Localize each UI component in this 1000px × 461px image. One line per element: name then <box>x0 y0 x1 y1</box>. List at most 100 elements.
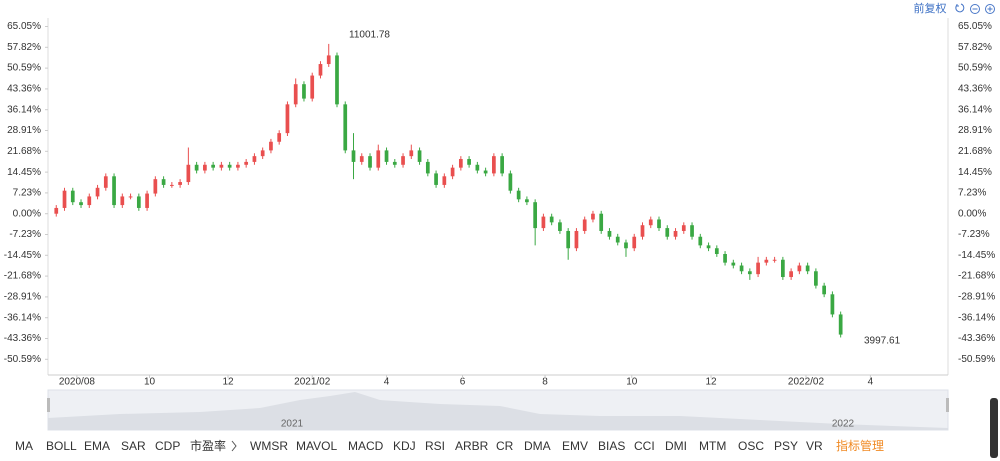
candle-body <box>318 64 323 76</box>
zoom-in-icon[interactable] <box>985 4 995 14</box>
y2-tick-label: -50.59% <box>958 354 995 365</box>
x-tick-label: 4 <box>868 377 874 388</box>
candle-body <box>186 164 191 183</box>
candle-body <box>434 173 438 185</box>
y-tick-label: -21.68% <box>4 271 41 282</box>
candle-body <box>549 216 554 223</box>
navigator-label: 2021 <box>281 419 304 430</box>
candle-body <box>409 150 414 157</box>
candle-body <box>277 133 282 142</box>
indicator-tab[interactable]: RSI <box>425 439 445 453</box>
indicator-tab[interactable]: OSC <box>738 439 764 453</box>
candle-body <box>723 254 727 263</box>
candle-body <box>260 150 265 157</box>
y2-tick-label: -21.68% <box>958 271 995 282</box>
indicator-tab[interactable]: EMV <box>562 439 588 453</box>
x-tick-label: 12 <box>705 377 717 388</box>
candle-body <box>351 150 356 162</box>
y-tick-label: -28.91% <box>4 292 41 303</box>
x-tick-label: 2020/08 <box>59 377 96 388</box>
candle-body <box>103 176 108 188</box>
candle-body <box>343 104 348 151</box>
y-tick-label: 36.14% <box>7 104 41 115</box>
x-tick-label: 2021/02 <box>294 377 331 388</box>
y-tick-label: -36.14% <box>4 312 41 323</box>
indicator-tab[interactable]: PSY <box>774 439 798 453</box>
candle-body <box>657 219 661 229</box>
candle-body <box>648 219 653 226</box>
indicator-tab[interactable]: MACD <box>348 439 384 453</box>
candle-body <box>161 179 166 185</box>
candle-body <box>615 236 620 243</box>
y-tick-label: -7.23% <box>9 229 41 240</box>
candle-body <box>112 176 116 206</box>
navigator[interactable]: 2021 2022 <box>47 389 949 431</box>
candle-body <box>681 225 686 231</box>
indicator-tab[interactable]: 市盈率 <box>190 438 226 453</box>
candle-body <box>714 248 719 254</box>
indicator-tab[interactable]: WMSR <box>250 439 288 453</box>
indicator-tab[interactable]: MA <box>15 439 33 453</box>
candle-body <box>764 259 769 263</box>
candle-body <box>401 156 405 165</box>
candle-body <box>442 176 447 185</box>
candle-body <box>789 271 793 278</box>
x-tick-label: 6 <box>460 377 466 388</box>
x-tick-label: 10 <box>144 377 156 388</box>
candle-body <box>582 219 587 231</box>
candle-body <box>500 156 504 174</box>
indicator-tab[interactable]: MTM <box>699 439 726 453</box>
candle-body <box>359 156 364 162</box>
indicator-tab[interactable]: BOLL <box>46 439 77 453</box>
candle-body <box>136 196 141 208</box>
candle-body <box>516 190 521 200</box>
reset-icon[interactable] <box>955 3 965 13</box>
candle-body <box>203 164 207 171</box>
navigator-handle[interactable] <box>946 398 949 412</box>
indicator-tab[interactable]: DMA <box>524 439 551 453</box>
candle-body <box>492 156 496 174</box>
indicator-tab[interactable]: CR <box>496 439 514 453</box>
indicator-tab[interactable]: BIAS <box>598 439 625 453</box>
adjust-button[interactable]: 前复权 <box>914 1 947 15</box>
y-tick-label: -14.45% <box>4 250 41 261</box>
y-tick-label: 50.59% <box>7 63 41 74</box>
y2-tick-label: -28.91% <box>958 292 995 303</box>
candle-body <box>698 236 703 246</box>
candle-body <box>211 164 215 168</box>
indicator-tab[interactable]: DMI <box>665 439 687 453</box>
toolbar-icons <box>955 3 995 14</box>
candle-body <box>525 199 529 203</box>
candle-body <box>62 190 67 208</box>
y-tick-label: 7.23% <box>13 188 41 199</box>
indicator-manage[interactable]: 指标管理 <box>836 438 884 453</box>
more-indicators-arrow[interactable] <box>231 440 237 452</box>
indicator-tab[interactable]: KDJ <box>393 439 416 453</box>
navigator-area <box>48 392 948 430</box>
indicator-tab[interactable]: ARBR <box>455 439 489 453</box>
indicator-tab[interactable]: CCI <box>634 439 655 453</box>
indicator-tab[interactable]: SAR <box>121 439 146 453</box>
x-tick-label: 2022/02 <box>788 377 825 388</box>
indicator-tab[interactable]: EMA <box>84 439 110 453</box>
candle-body <box>87 196 92 206</box>
candle-body <box>483 170 488 174</box>
candle-body <box>731 262 736 266</box>
navigator-handle[interactable] <box>47 398 50 412</box>
candle-body <box>54 207 59 214</box>
y2-tick-label: 7.23% <box>958 188 986 199</box>
indicator-tab[interactable]: VR <box>806 439 823 453</box>
candle-body <box>458 159 463 168</box>
candle-body <box>335 55 339 105</box>
candle-body <box>566 230 571 249</box>
candle-body <box>574 230 579 249</box>
candle-body <box>70 190 75 203</box>
indicator-tab[interactable]: MAVOL <box>296 439 337 453</box>
candle-body <box>145 193 149 208</box>
candle-body <box>310 75 315 99</box>
candle-body <box>632 236 637 249</box>
zoom-out-icon[interactable] <box>970 4 980 14</box>
candle-body <box>269 141 273 151</box>
indicator-tab[interactable]: CDP <box>155 439 180 453</box>
